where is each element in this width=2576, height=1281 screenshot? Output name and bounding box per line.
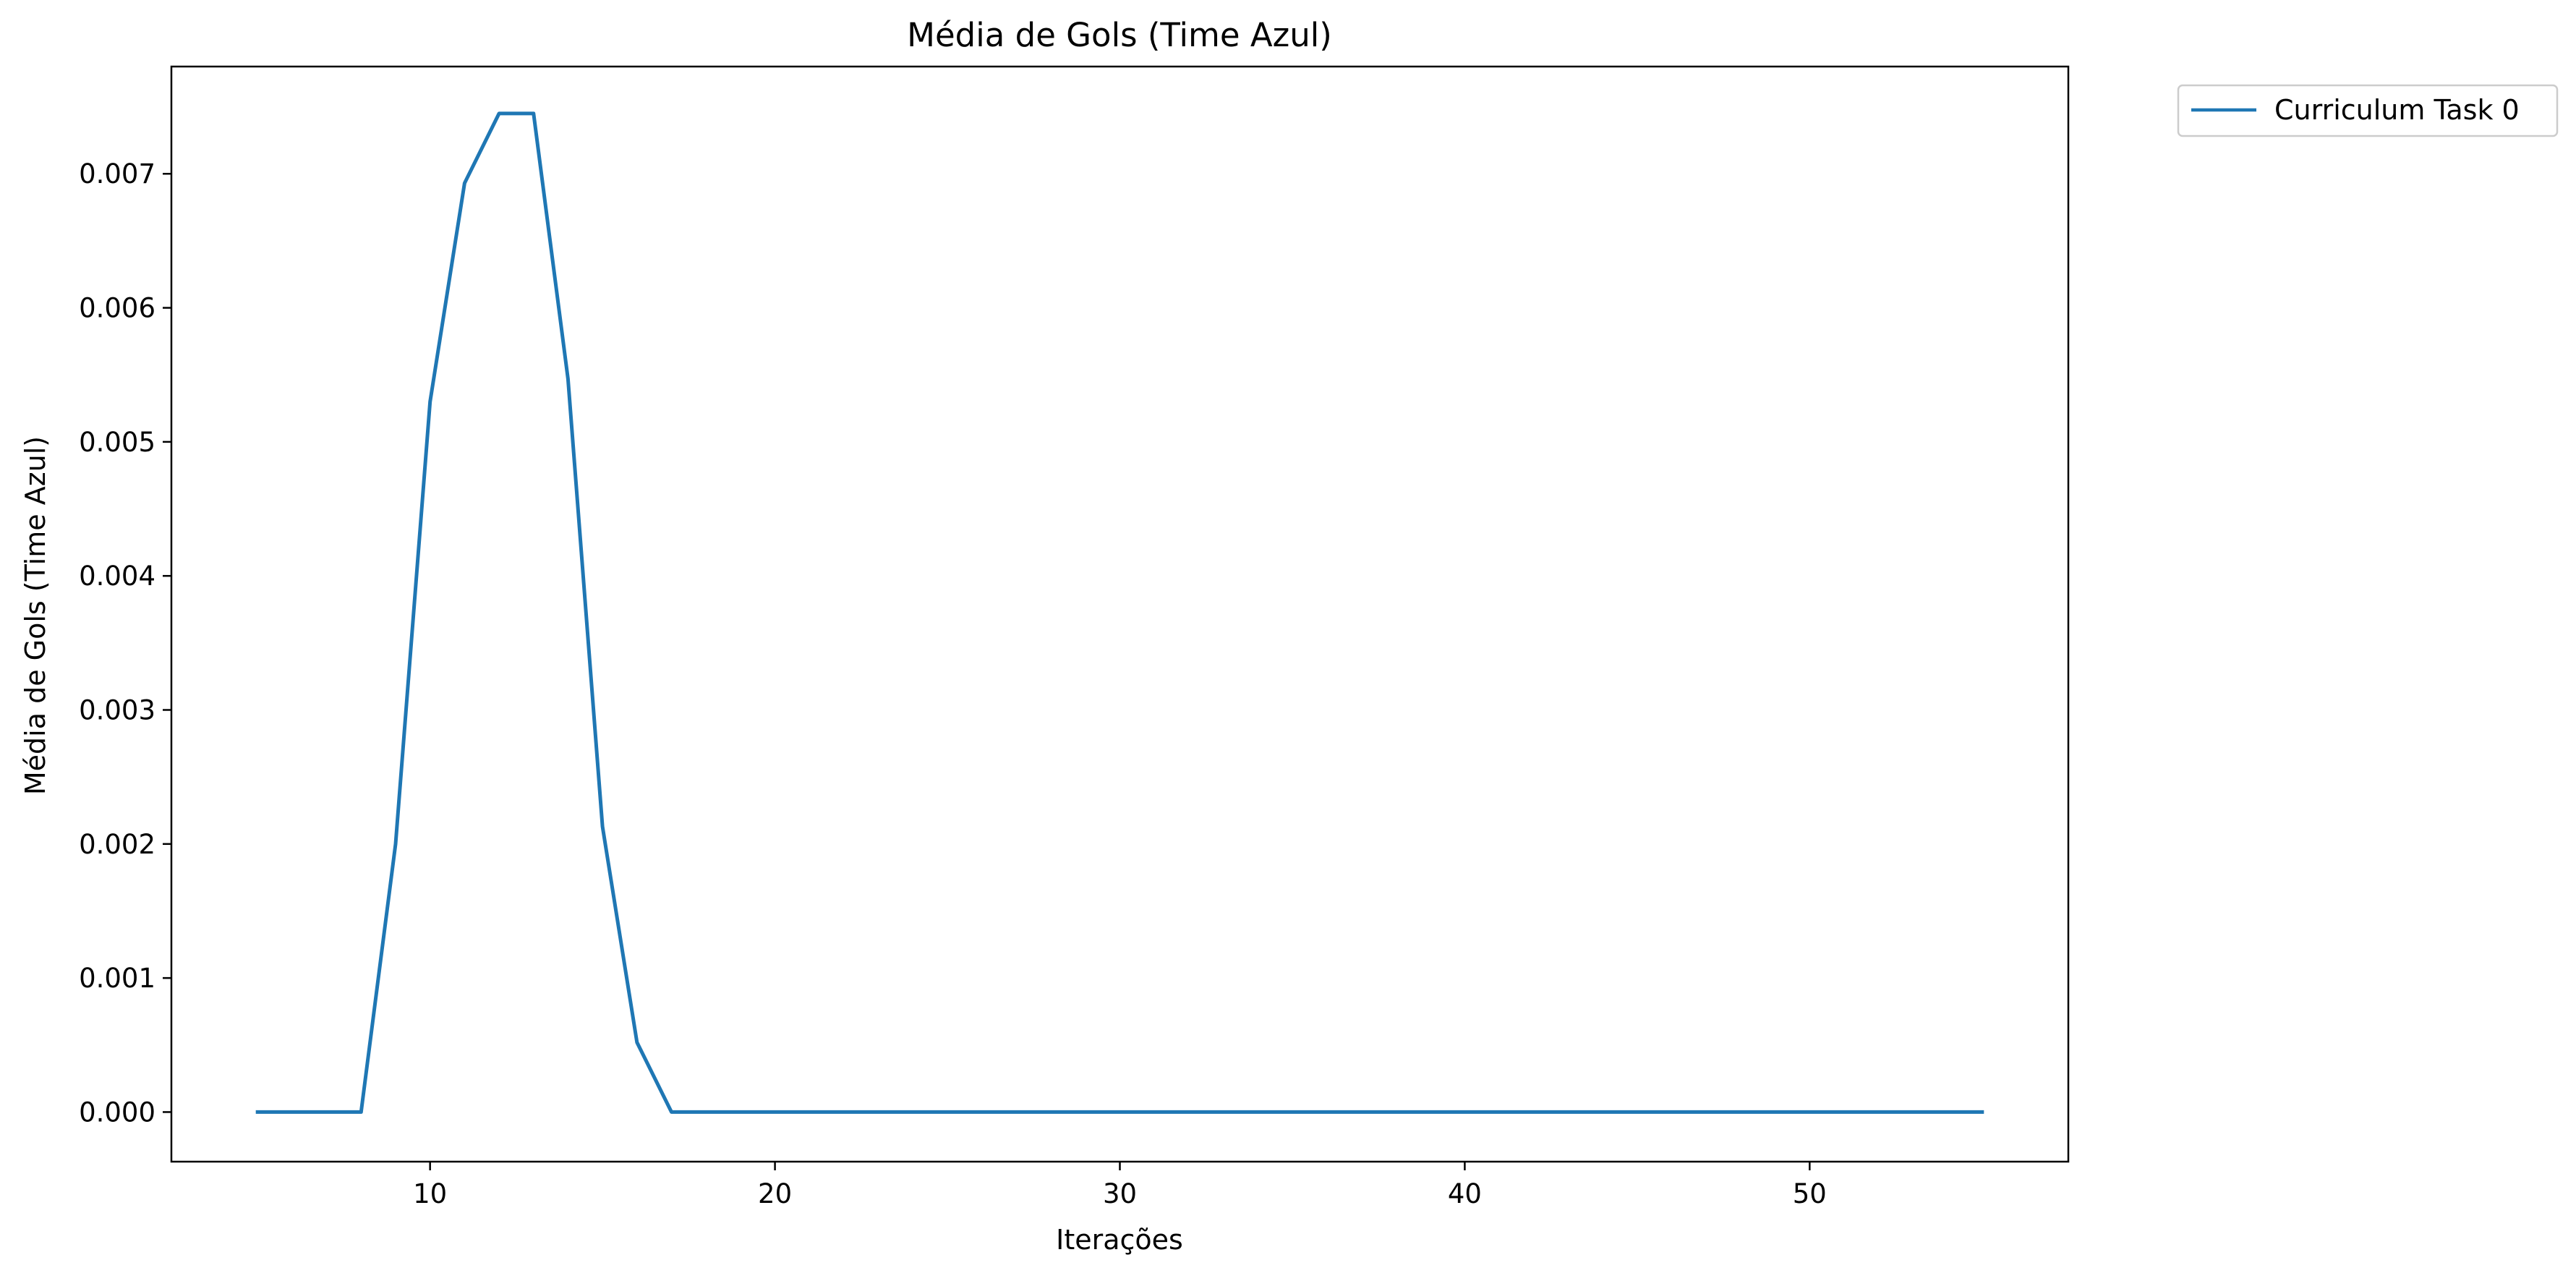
y-axis-label: Média de Gols (Time Azul)	[20, 436, 51, 795]
y-tick-label: 0.004	[79, 561, 155, 592]
x-axis-ticks: 10 20 30 40 50	[413, 1162, 1827, 1209]
y-tick-label: 0.001	[79, 963, 155, 994]
x-tick-label: 10	[413, 1178, 447, 1209]
legend-label: Curriculum Task 0	[2274, 94, 2520, 126]
x-tick-label: 40	[1448, 1178, 1482, 1209]
y-tick-label: 0.006	[79, 293, 155, 324]
legend: Curriculum Task 0	[2177, 84, 2559, 137]
x-tick-label: 20	[758, 1178, 792, 1209]
x-axis-label: Iterações	[1056, 1224, 1183, 1256]
y-tick-label: 0.007	[79, 158, 155, 190]
y-axis-ticks: 0.000 0.001 0.002 0.003 0.004 0.005 0.006 0.007	[79, 158, 171, 1128]
y-tick-label: 0.003	[79, 694, 155, 725]
y-tick-label: 0.005	[79, 427, 155, 458]
chart-title: Média de Gols (Time Azul)	[907, 16, 1332, 54]
y-tick-label: 0.000	[79, 1097, 155, 1128]
legend-box	[2177, 84, 2559, 137]
y-tick-label: 0.002	[79, 829, 155, 860]
x-tick-label: 30	[1103, 1178, 1137, 1209]
series-line	[255, 111, 1984, 1114]
x-tick-label: 50	[1793, 1178, 1827, 1209]
